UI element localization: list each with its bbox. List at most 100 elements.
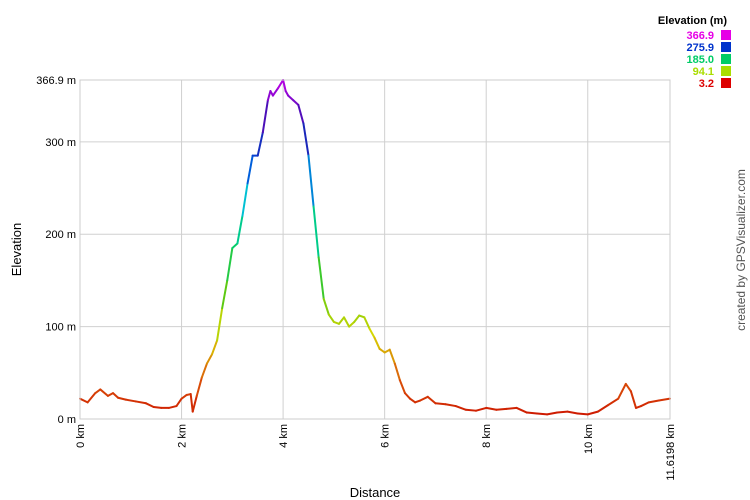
legend-value: 366.9	[686, 30, 714, 42]
elevation-segment	[515, 406, 528, 414]
legend-swatch	[721, 78, 731, 88]
elevation-segment	[292, 99, 300, 106]
elevation-segment	[189, 393, 194, 413]
elevation-segment	[99, 388, 109, 397]
elevation-segment	[117, 396, 127, 401]
elevation-segment	[180, 393, 188, 400]
elevation-segment	[297, 103, 305, 125]
y-axis-ticks: 0 m 100 m 200 m 300 m 366.9 m	[36, 75, 76, 426]
elevation-segment	[426, 395, 437, 405]
elevation-segment	[525, 411, 538, 415]
elevation-segment	[403, 392, 412, 400]
elevation-segment	[322, 297, 330, 316]
x-tick-label: 4 km	[278, 424, 290, 448]
elevation-segment	[624, 382, 632, 393]
elevation-segment	[145, 402, 155, 408]
elevation-series	[79, 79, 671, 416]
elevation-segment	[546, 411, 559, 416]
elevation-segment	[124, 398, 137, 403]
elevation-segment	[236, 214, 244, 245]
elevation-segment	[388, 348, 396, 365]
elevation-segment	[94, 388, 102, 395]
elevation-segment	[373, 336, 381, 350]
elevation-segment	[596, 404, 610, 413]
x-tick-label: 11.6198 km	[665, 424, 677, 481]
elevation-segment	[398, 379, 406, 395]
credit-text: created by GPSVisualizer.com	[734, 169, 748, 331]
elevation-segment	[152, 405, 163, 409]
elevation-segment	[302, 122, 310, 157]
elevation-segment	[211, 339, 219, 356]
elevation-segment	[256, 131, 264, 157]
elevation-segment	[337, 316, 346, 325]
elevation-segment	[535, 412, 549, 416]
elevation-segment	[277, 79, 285, 90]
elevation-segment	[231, 242, 239, 250]
elevation-segment	[640, 401, 650, 408]
elevation-segment	[86, 392, 97, 404]
elevation-segment	[586, 410, 599, 416]
elevation-segment	[167, 405, 178, 409]
x-axis-title: Distance	[350, 485, 401, 500]
elevation-segment	[317, 256, 325, 300]
elevation-segment	[353, 314, 361, 323]
legend-swatch	[721, 30, 731, 40]
elevation-segment	[576, 412, 589, 416]
legend-value: 3.2	[699, 78, 714, 90]
elevation-segment	[205, 353, 214, 365]
elevation-segment	[495, 407, 508, 411]
elevation-segment	[444, 403, 457, 408]
elevation-segment	[409, 397, 417, 404]
elevation-segment	[464, 408, 478, 412]
elevation-segment	[607, 397, 620, 407]
elevation-segment	[566, 410, 579, 415]
elevation-segment	[434, 402, 447, 406]
elevation-segment	[505, 406, 518, 410]
legend-swatch	[721, 66, 731, 76]
elevation-segment	[112, 392, 120, 399]
y-tick-label: 200 m	[45, 229, 76, 241]
x-tick-label: 10 km	[583, 424, 595, 454]
elevation-segment	[195, 376, 203, 397]
y-tick-label: 300 m	[45, 137, 76, 149]
elevation-segment	[419, 395, 429, 402]
legend-value: 275.9	[686, 42, 714, 54]
y-axis-title: Elevation	[9, 223, 24, 276]
elevation-segment	[378, 347, 386, 354]
x-tick-label: 2 km	[177, 424, 189, 448]
elevation-segment	[657, 397, 671, 402]
x-axis-ticks: 0 km 2 km 4 km 6 km 8 km 10 km 11.6198 km	[75, 424, 677, 481]
y-tick-label: 0 m	[58, 414, 76, 426]
elevation-segment	[393, 362, 401, 382]
elevation-segment	[348, 320, 356, 328]
y-tick-label: 100 m	[45, 322, 76, 334]
elevation-segment	[266, 89, 272, 102]
elevation-segment	[271, 87, 280, 97]
x-tick-label: 6 km	[380, 424, 392, 448]
legend-value: 185.0	[686, 54, 714, 66]
elevation-segment	[617, 382, 627, 400]
elevation-segment	[287, 94, 295, 102]
elevation-segment	[241, 182, 249, 217]
elevation-segment	[221, 279, 229, 310]
y-tick-label: 366.9 m	[36, 75, 76, 87]
elevation-segment	[246, 154, 254, 185]
elevation-segment	[175, 397, 183, 408]
elevation-segment	[454, 405, 467, 411]
chart-grid	[80, 79, 670, 419]
elevation-segment	[312, 205, 320, 259]
elevation-segment	[556, 410, 569, 414]
x-tick-label: 8 km	[481, 424, 493, 448]
elevation-segment	[191, 394, 198, 413]
elevation-segment	[226, 247, 234, 282]
elevation-segment	[647, 399, 660, 404]
elevation-segment	[79, 397, 89, 404]
x-tick-label: 0 km	[75, 424, 87, 448]
elevation-segment	[343, 316, 351, 328]
elevation-segment	[629, 390, 637, 409]
legend-swatch	[721, 54, 731, 64]
elevation-segment	[200, 362, 208, 379]
elevation-segment	[282, 79, 287, 92]
plot-border	[79, 79, 671, 420]
